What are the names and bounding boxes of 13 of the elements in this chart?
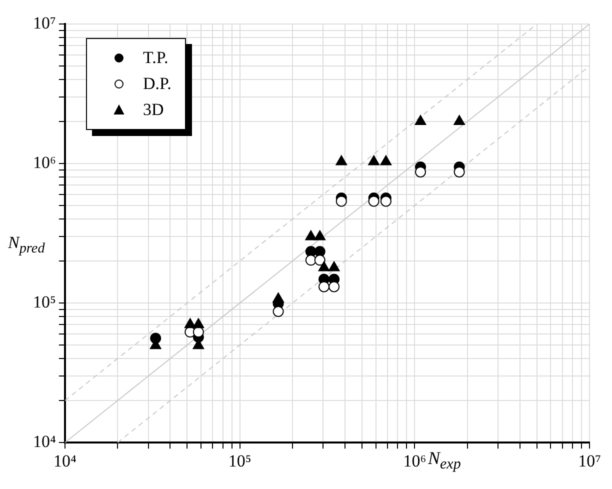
y-tick-label: 10⁶ [32, 153, 56, 172]
x-tick-label: 10⁶ [403, 451, 426, 470]
x-axis-title: N$_{exp}$ [428, 448, 461, 473]
y-tick-label: 10⁷ [32, 13, 56, 32]
legend-label: T.P. [143, 47, 168, 69]
y-tick-label: 10⁴ [32, 432, 56, 452]
x-tick-label: 10⁷ [578, 451, 602, 470]
x-tick-label: 10⁴ [53, 451, 76, 470]
legend-label: D.P. [143, 73, 172, 95]
x-tick-label: 10⁵ [228, 451, 252, 470]
y-tick-label: 10⁵ [32, 292, 56, 312]
legend-label: 3D [143, 99, 164, 121]
y-axis-title: N$_{pred}$ [8, 233, 45, 256]
